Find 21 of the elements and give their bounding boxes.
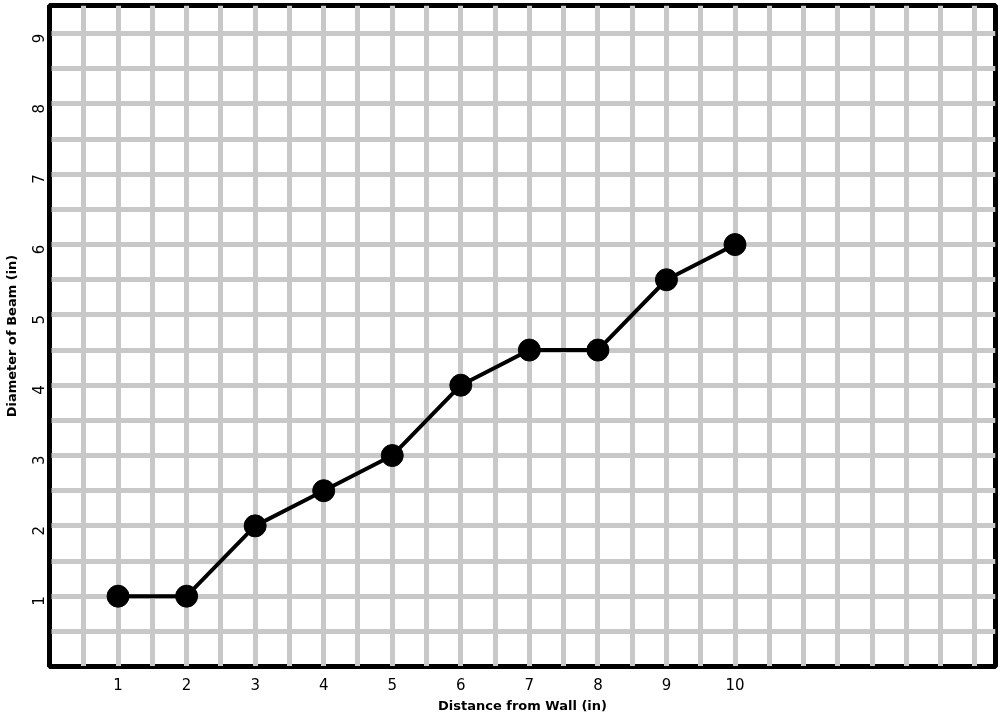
y-tick-label: 6	[30, 244, 49, 255]
x-tick-label: 2	[181, 675, 192, 694]
x-axis-title: Distance from Wall (in)	[437, 697, 608, 713]
y-tick-label: 4	[30, 385, 49, 395]
y-tick-label: 3	[30, 455, 49, 466]
x-tick-label: 7	[524, 675, 535, 694]
x-tick-label: 8	[593, 675, 603, 694]
x-tick-label: 9	[661, 675, 672, 694]
y-axis-title: Diameter of Beam (in)	[3, 254, 19, 418]
x-tick-label: 1	[113, 675, 123, 694]
x-tick-label: 3	[250, 675, 260, 694]
y-tick-label: 5	[30, 314, 49, 325]
x-tick-label: 5	[387, 675, 398, 694]
y-tick-label: 8	[30, 103, 49, 114]
x-tick-label: 4	[318, 675, 329, 694]
y-tick-label: 1	[30, 596, 49, 606]
y-tick-label: 7	[30, 174, 49, 184]
x-tick-label: 10	[725, 675, 745, 694]
y-tick-label: 2	[30, 525, 49, 536]
y-tick-label: 9	[30, 33, 49, 44]
x-tick-label: 6	[456, 675, 466, 694]
